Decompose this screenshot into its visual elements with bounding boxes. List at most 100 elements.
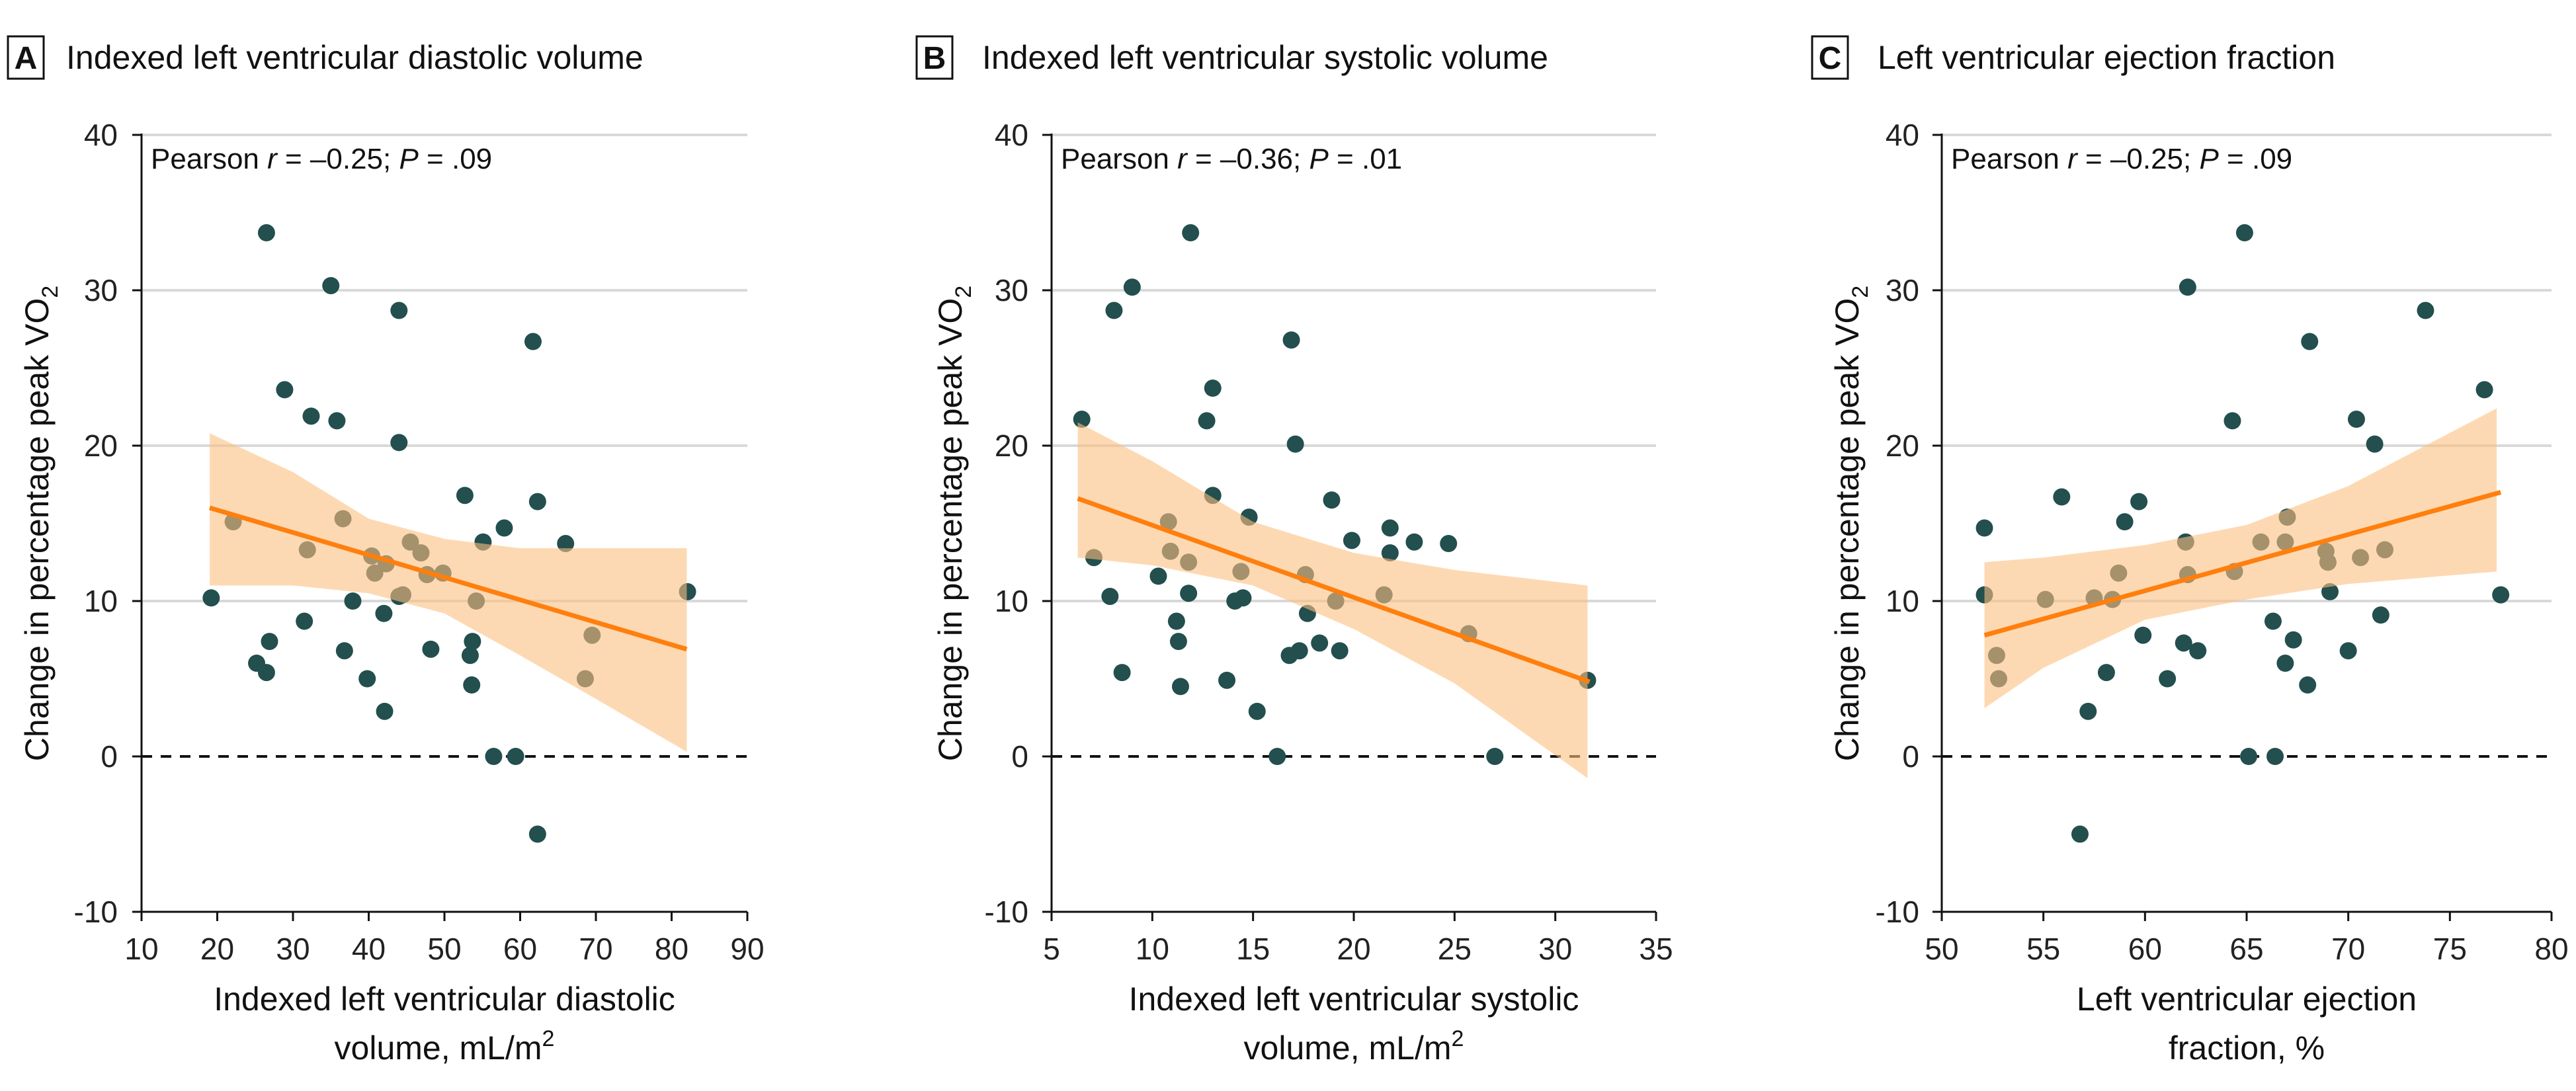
x-tick-label: 30 [276,932,310,966]
x-tick-label: 10 [1136,932,1169,966]
data-point [464,633,481,651]
data-point [485,748,503,765]
data-point [1331,642,1349,660]
panel-letter-box [1811,35,1849,80]
x-tick-label: 25 [1438,932,1472,966]
panel-letter-box [7,35,45,80]
data-point [1149,567,1167,585]
data-point [322,276,340,294]
annotation-prefix: Pearson [1951,143,2067,175]
y-tick-label: 10 [84,584,118,618]
data-point [276,381,294,399]
x-tick-label: 30 [1538,932,1572,966]
y-tick-label: 20 [1886,428,1919,463]
annotation-r-value: = –0.25; [2077,143,2200,175]
data-point [1323,491,1341,509]
annotation-prefix: Pearson [1061,143,1177,175]
data-point [2492,586,2510,604]
y-tick-label: 20 [84,428,118,463]
pearson-annotation: Pearson r = –0.25; P = .09 [1951,143,2292,175]
panel-letter-box [915,35,954,80]
data-point [2266,748,2284,765]
data-point [1282,331,1300,349]
data-point [358,670,376,688]
data-point [1198,412,1216,430]
panel-letter: B [923,41,946,76]
x-tick-label: 50 [427,932,461,966]
annotation-p-symbol: P [2199,143,2219,175]
data-point [2189,642,2207,660]
panel-c: C Left ventricular ejection fraction -10 0 1… [1811,35,2569,1067]
annotation-p-value: = .01 [1329,143,1402,175]
y-axis-label: Change in percentage peak VO2 [1829,286,1873,761]
x-tick-label: 10 [124,932,158,966]
data-point [2299,676,2317,694]
data-point [1440,535,1458,553]
data-point [2071,825,2089,843]
x-axis-label-superscript: 2 [1452,1026,1464,1051]
y-axis-label-text: Change in percentage peak VO [1829,298,1866,762]
x-tick-label: 65 [2229,932,2263,966]
data-point [1343,532,1360,549]
data-point [1113,664,1131,682]
x-tick-label: 20 [200,932,234,966]
y-axis-label-subscript: 2 [38,286,63,298]
pearson-annotation: Pearson r = –0.25; P = .09 [151,143,492,175]
y-axis-label-text: Change in percentage peak VO [19,298,56,762]
data-point [2159,670,2177,688]
data-point [507,748,524,765]
annotation-r-symbol: r [267,143,278,175]
annotation-p-value: = .09 [419,143,492,175]
x-tick-label: 35 [1639,932,1673,966]
data-point [2130,493,2148,510]
panel-a: A Indexed left ventricular diastolic volu… [7,35,765,1067]
data-point [1182,224,1200,242]
y-tick-label: 10 [1886,584,1919,618]
data-point [495,519,513,537]
data-point [2321,583,2339,600]
data-point [2079,702,2097,720]
data-point [2366,435,2384,453]
data-point [1405,533,1423,551]
data-point [1167,612,1185,630]
x-tick-label: 80 [2534,932,2568,966]
x-tick-label: 70 [2331,932,2365,966]
panel-letter: C [1819,41,1842,76]
y-axis-label: Change in percentage peak VO2 [932,286,976,761]
x-tick-label: 15 [1236,932,1270,966]
annotation-p-symbol: P [1309,143,1329,175]
x-axis-label-text: fraction, % [2169,1030,2325,1067]
x-tick-label: 90 [730,932,764,966]
y-tick-label: 40 [995,118,1028,152]
data-point [2116,513,2134,531]
y-tick-label: 30 [1886,273,1919,307]
annotation-prefix: Pearson [151,143,267,175]
data-point [2235,224,2253,242]
annotation-r-value: = –0.36; [1187,143,1309,175]
data-point [1218,671,1236,689]
y-axis-label: Change in percentage peak VO2 [19,286,63,761]
x-tick-label: 80 [655,932,688,966]
data-point [2097,664,2115,682]
data-point [456,487,474,505]
x-tick-label: 75 [2433,932,2467,966]
data-point [2347,411,2365,428]
y-axis-label-text: Change in percentage peak VO [932,298,969,762]
annotation-r-symbol: r [1177,143,1188,175]
data-point [375,604,393,622]
x-tick-label: 60 [2128,932,2162,966]
x-axis-label-superscript: 2 [542,1026,555,1051]
data-point [328,412,346,430]
x-axis-label-line1: Left ventricular ejection [2077,981,2417,1018]
data-point [2301,333,2319,350]
panel-title: Indexed left ventricular diastolic volum… [66,39,644,76]
data-point [2175,634,2192,652]
data-point [376,702,394,720]
y-tick-label: 40 [1886,118,1919,152]
x-tick-label: 5 [1043,932,1060,966]
data-point [296,612,313,630]
confidence-band [210,433,687,752]
y-tick-label: -10 [1876,895,1919,929]
x-tick-label: 55 [2026,932,2060,966]
